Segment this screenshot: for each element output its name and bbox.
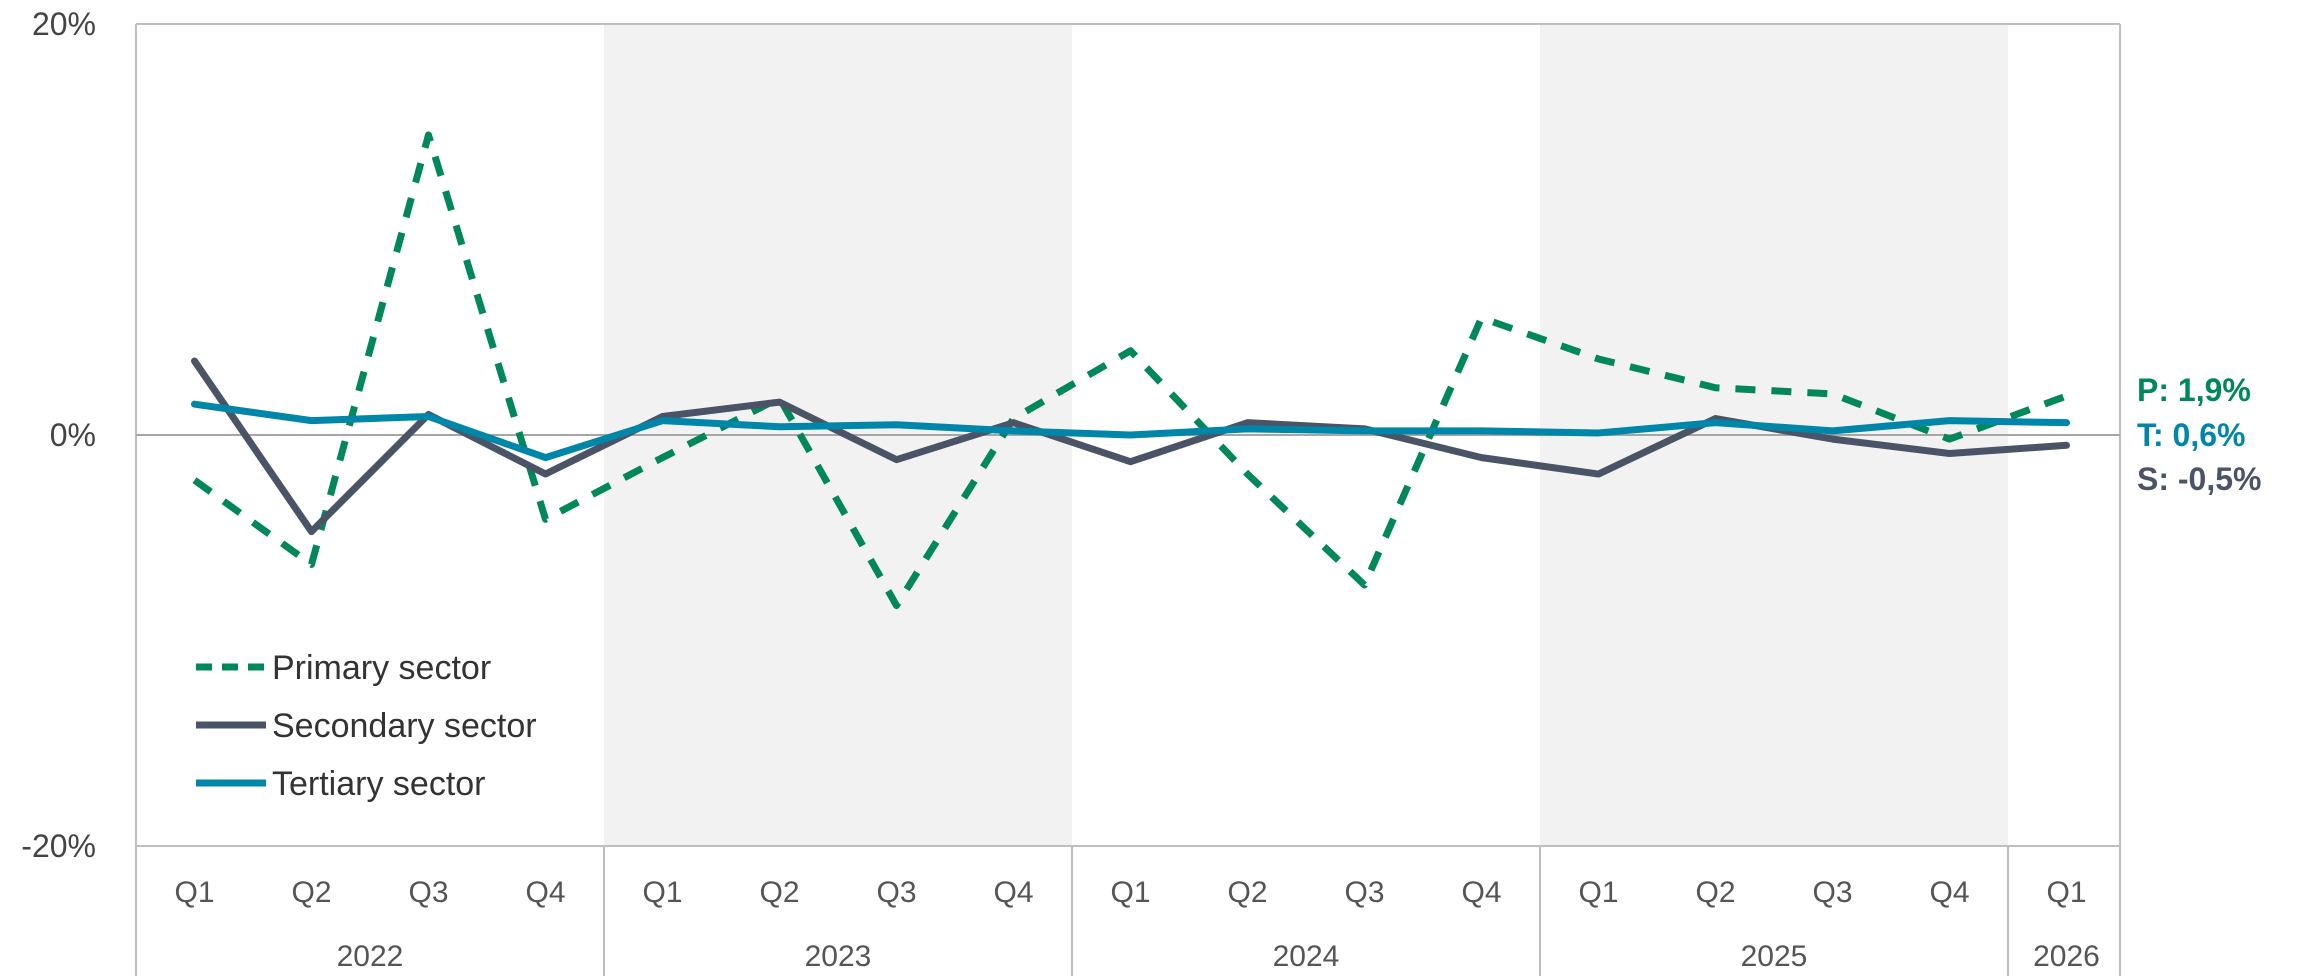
data-point-secondary <box>309 529 315 535</box>
data-point-tertiary <box>1830 428 1836 434</box>
data-point-primary <box>309 561 315 567</box>
data-point-tertiary <box>1362 428 1368 434</box>
data-point-secondary <box>1947 450 1953 456</box>
x-tick-quarter: Q2 <box>1695 876 1735 909</box>
data-point-tertiary <box>1596 430 1602 436</box>
x-tick-year: 2022 <box>337 940 404 973</box>
x-tick-year: 2023 <box>805 940 872 973</box>
data-point-secondary <box>543 471 549 477</box>
x-tick-quarter: Q1 <box>642 876 682 909</box>
end-labels: P: 1,9% T: 0,6% S: -0,5% <box>2137 372 2261 497</box>
data-point-tertiary <box>777 424 783 430</box>
x-tick-quarter: Q4 <box>1461 876 1501 909</box>
y-tick-label: -20% <box>21 828 96 864</box>
x-tick-year: 2024 <box>1273 940 1340 973</box>
data-point-secondary <box>1596 471 1602 477</box>
x-tick-quarter: Q3 <box>1812 876 1852 909</box>
data-point-secondary <box>1830 436 1836 442</box>
legend-label-secondary: Secondary sector <box>272 707 537 745</box>
series-line-tertiary <box>191 400 2070 462</box>
data-point-secondary <box>1479 455 1485 461</box>
data-point-tertiary <box>1011 428 1017 434</box>
x-tick-quarter: Q1 <box>174 876 214 909</box>
x-axis: Q1 Q2 Q3 Q4 Q1 Q2 Q3 Q4 Q1 Q2 Q3 Q4 Q1 Q2 Q3 Q4 Q1 2022 20… <box>174 876 2099 973</box>
data-point-tertiary <box>1245 426 1251 432</box>
data-point-primary <box>1713 385 1719 391</box>
data-point-primary <box>2064 393 2070 399</box>
data-point-primary <box>543 516 549 522</box>
data-point-secondary <box>777 399 783 405</box>
end-label: P: 1,9% <box>2137 372 2251 408</box>
data-point-tertiary <box>660 418 666 424</box>
data-point-tertiary <box>1128 432 1134 438</box>
data-point-primary <box>1947 436 1953 442</box>
data-point-tertiary <box>192 401 198 407</box>
x-tick-quarter: Q4 <box>525 876 565 909</box>
data-point-tertiary <box>426 414 432 420</box>
data-point-secondary <box>894 457 900 463</box>
legend-label-tertiary: Tertiary sector <box>272 765 486 803</box>
legend: Primary sector Secondary sector Tertiary s… <box>196 649 537 803</box>
series-lines <box>191 131 2070 610</box>
y-tick-label: 0% <box>50 417 96 453</box>
x-tick-quarter: Q3 <box>876 876 916 909</box>
x-tick-quarter: Q4 <box>993 876 1033 909</box>
x-tick-quarter: Q1 <box>1110 876 1150 909</box>
data-point-primary <box>1362 582 1368 588</box>
data-point-tertiary <box>1713 420 1719 426</box>
data-point-tertiary <box>1947 418 1953 424</box>
x-tick-year: 2026 <box>2033 940 2100 973</box>
y-axis: 20% 0% -20% <box>21 6 96 864</box>
data-point-primary <box>426 132 432 138</box>
data-point-primary <box>1128 348 1134 354</box>
x-tick-quarter: Q2 <box>1227 876 1267 909</box>
data-point-primary <box>894 603 900 609</box>
data-point-primary <box>1479 315 1485 321</box>
data-point-secondary <box>192 358 198 364</box>
data-point-primary <box>192 477 198 483</box>
data-point-tertiary <box>894 422 900 428</box>
legend-label-primary: Primary sector <box>272 649 491 687</box>
x-tick-quarter: Q1 <box>1578 876 1618 909</box>
data-point-tertiary <box>1479 428 1485 434</box>
series-line-primary <box>192 131 2068 610</box>
x-tick-quarter: Q1 <box>2046 876 2086 909</box>
data-point-secondary <box>1128 459 1134 465</box>
data-point-primary <box>1830 391 1836 397</box>
end-label: S: -0,5% <box>2137 461 2261 497</box>
data-point-secondary <box>1011 420 1017 426</box>
end-label: T: 0,6% <box>2137 417 2245 453</box>
data-point-secondary <box>2064 442 2070 448</box>
x-tick-quarter: Q2 <box>291 876 331 909</box>
x-tick-year: 2025 <box>1741 940 1808 973</box>
y-tick-label: 20% <box>32 6 96 42</box>
x-tick-quarter: Q3 <box>408 876 448 909</box>
x-tick-quarter: Q4 <box>1929 876 1969 909</box>
x-tick-quarter: Q3 <box>1344 876 1384 909</box>
data-point-primary <box>1596 356 1602 362</box>
data-point-tertiary <box>2064 420 2070 426</box>
data-point-primary <box>1245 471 1251 477</box>
data-point-secondary <box>1245 420 1251 426</box>
x-tick-quarter: Q2 <box>759 876 799 909</box>
data-point-primary <box>660 455 666 461</box>
data-point-tertiary <box>543 455 549 461</box>
data-point-tertiary <box>309 418 315 424</box>
